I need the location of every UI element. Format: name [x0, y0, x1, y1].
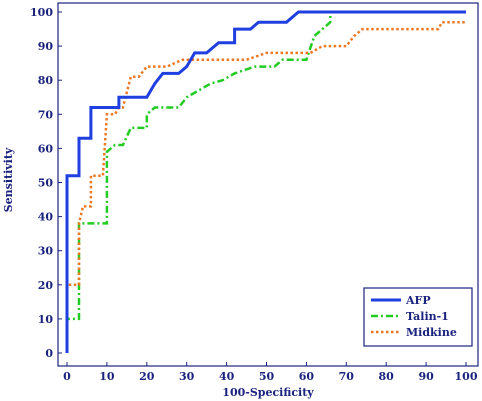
legend: AFP Talin-1 Midkine	[363, 287, 473, 347]
x-tick-label: 40	[219, 370, 235, 383]
x-tick-label: 90	[418, 370, 434, 383]
x-tick-label: 70	[339, 370, 355, 383]
tick-group	[58, 11, 467, 366]
x-tick-label: 60	[299, 370, 315, 383]
y-tick-label: 80	[38, 74, 54, 87]
legend-label: AFP	[405, 294, 431, 307]
x-tick-label: 100	[455, 370, 478, 383]
y-tick-label: 10	[38, 313, 54, 326]
x-tick-label: 10	[99, 370, 115, 383]
y-tick-label: 20	[38, 279, 54, 292]
legend-label: Midkine	[406, 326, 457, 339]
legend-label: Talin-1	[406, 310, 449, 323]
x-tick-label: 20	[139, 370, 155, 383]
series-line-talin-1	[65, 10, 466, 353]
y-tick-label: 100	[30, 6, 53, 19]
y-axis-title: Sensitivity	[2, 147, 15, 212]
series-line-midkine	[65, 20, 466, 353]
y-tick-label: 30	[38, 245, 54, 258]
y-tick-label: 90	[38, 40, 54, 53]
x-tick-label: 50	[259, 370, 275, 383]
y-tick-label: 50	[38, 177, 54, 190]
y-tick-label: 0	[45, 347, 53, 360]
x-tick-label: 0	[63, 370, 71, 383]
tick-label-group: 0 10 20 30 40 50 60 70 80 90 100 0 10 20 30 40 50 60 70 80 9…	[30, 6, 478, 383]
y-tick-label: 60	[38, 142, 54, 155]
series-line-afp	[65, 10, 466, 353]
x-tick-label: 80	[379, 370, 395, 383]
x-tick-label: 30	[179, 370, 195, 383]
y-tick-label: 40	[38, 211, 54, 224]
series-group	[65, 10, 466, 353]
x-axis-title: 100-Specificity	[222, 386, 314, 399]
y-tick-label: 70	[38, 108, 54, 121]
